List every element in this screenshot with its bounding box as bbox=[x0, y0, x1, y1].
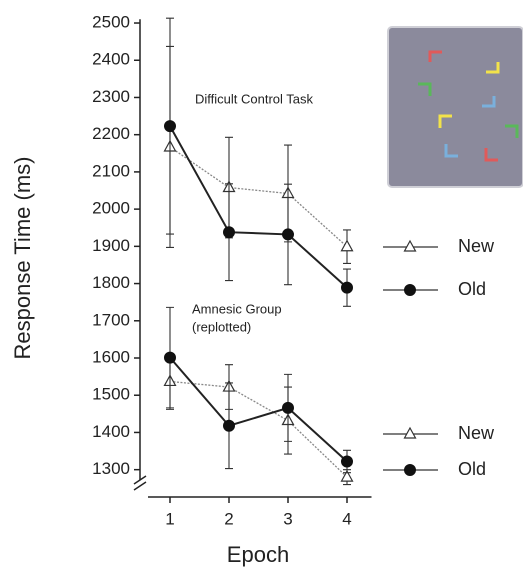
marker bbox=[340, 239, 354, 252]
marker bbox=[164, 120, 176, 133]
y-tick-label: 1500 bbox=[92, 385, 130, 404]
y-tick-label: 2100 bbox=[92, 161, 130, 180]
axis-break bbox=[133, 481, 147, 491]
stimulus-image bbox=[387, 26, 523, 188]
y-tick-label: 2000 bbox=[92, 199, 130, 218]
series-line bbox=[169, 380, 348, 478]
legend-marker bbox=[403, 426, 417, 439]
series-line bbox=[169, 125, 348, 289]
x-tick-label: 3 bbox=[283, 509, 292, 528]
y-tick-label: 1600 bbox=[92, 347, 130, 366]
y-tick-label: 1300 bbox=[92, 459, 130, 478]
annotation: Amnesic Group bbox=[192, 301, 282, 316]
legend-marker bbox=[404, 284, 416, 296]
y-tick-label: 1400 bbox=[92, 422, 130, 441]
marker bbox=[341, 281, 353, 294]
series-line bbox=[169, 146, 348, 248]
marker bbox=[282, 228, 294, 241]
legend-label: New bbox=[458, 236, 495, 256]
marker bbox=[223, 419, 235, 432]
legend-label: Old bbox=[458, 279, 486, 299]
marker bbox=[223, 226, 235, 239]
y-tick-label: 1700 bbox=[92, 310, 130, 329]
marker bbox=[164, 351, 176, 364]
axis-break bbox=[133, 475, 147, 485]
y-tick-label: 2200 bbox=[92, 124, 130, 143]
x-tick-label: 2 bbox=[224, 509, 233, 528]
marker bbox=[341, 455, 353, 468]
legend-label: Old bbox=[458, 459, 486, 479]
marker bbox=[282, 401, 294, 414]
x-tick-label: 1 bbox=[165, 509, 174, 528]
marker bbox=[340, 469, 354, 482]
legend-marker bbox=[404, 464, 416, 476]
y-axis-label: Response Time (ms) bbox=[10, 157, 35, 360]
annotation: Difficult Control Task bbox=[195, 91, 314, 106]
y-tick-label: 1900 bbox=[92, 236, 130, 255]
series-line bbox=[169, 356, 348, 463]
y-tick-label: 1800 bbox=[92, 273, 130, 292]
y-tick-label: 2400 bbox=[92, 50, 130, 69]
x-axis-label: Epoch bbox=[227, 542, 289, 567]
legend-marker bbox=[403, 239, 417, 252]
y-tick-label: 2500 bbox=[92, 13, 130, 32]
annotation: (replotted) bbox=[192, 319, 251, 334]
y-tick-label: 2300 bbox=[92, 87, 130, 106]
x-tick-label: 4 bbox=[342, 509, 351, 528]
legend-label: New bbox=[458, 423, 495, 443]
